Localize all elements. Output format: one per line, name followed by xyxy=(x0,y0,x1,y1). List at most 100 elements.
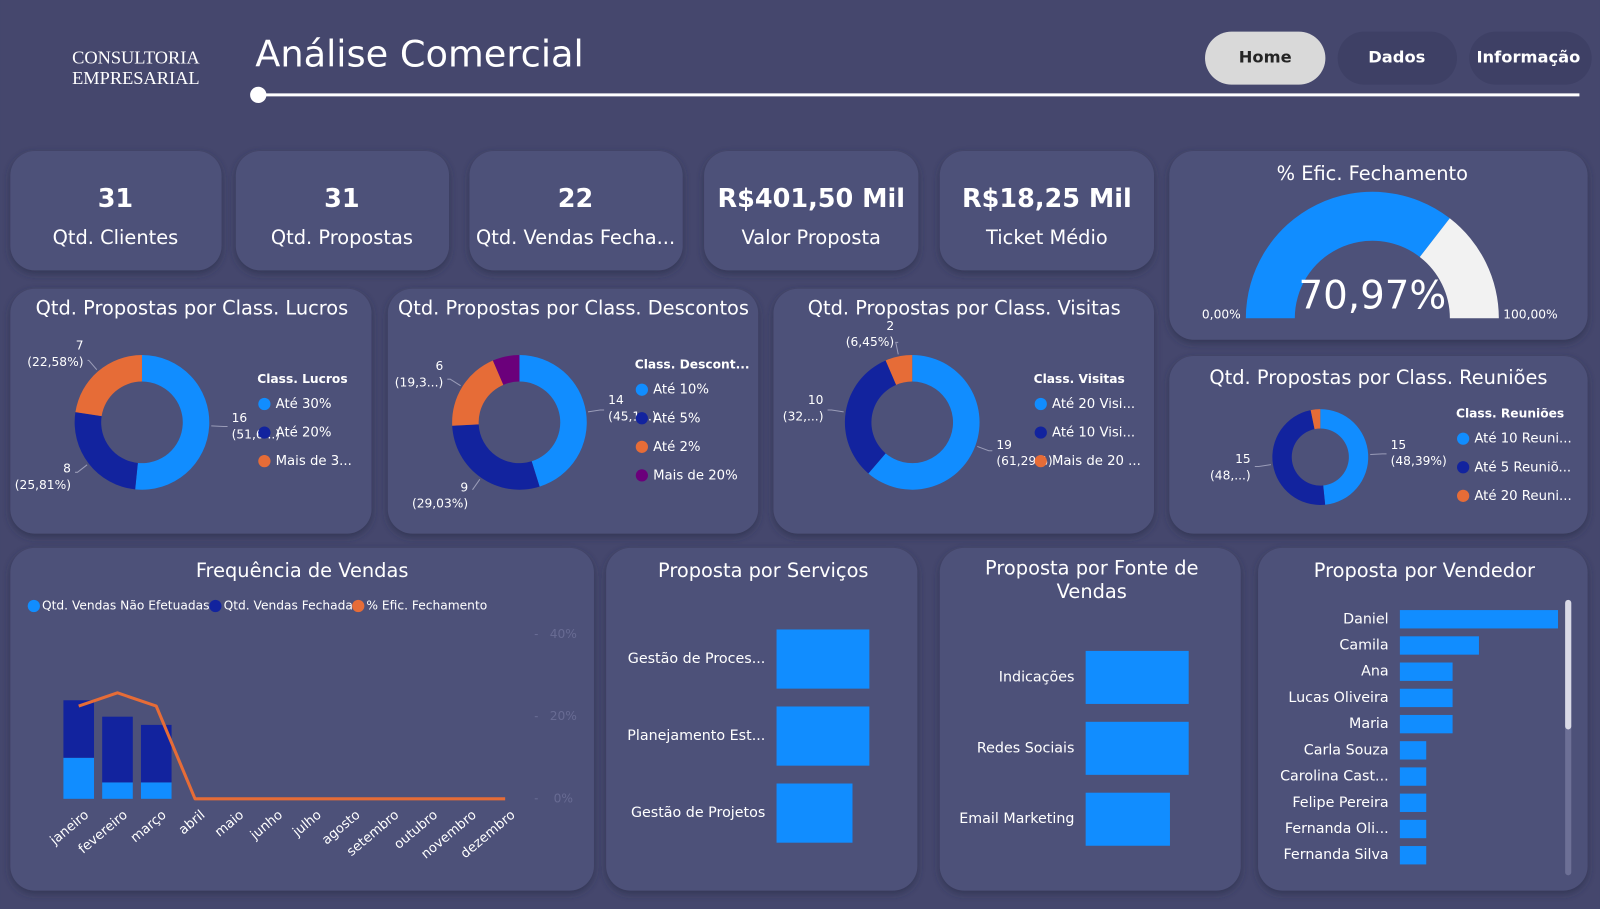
page-title: Análise Comercial xyxy=(255,33,584,76)
bar xyxy=(776,783,853,843)
bar xyxy=(776,629,870,689)
legend-title: Class. Descont... xyxy=(635,358,750,372)
kpi-value: 22 xyxy=(558,184,594,214)
percent-label: (32,...) xyxy=(783,409,824,423)
percent-label: (48,...) xyxy=(1210,468,1251,482)
data-label: 14 xyxy=(608,393,624,407)
kpi-value: 31 xyxy=(98,184,134,214)
y-tick-label: Indicações xyxy=(999,669,1075,685)
y2-tick-label: 40% xyxy=(550,627,577,641)
legend-title: Class. Lucros xyxy=(257,372,347,386)
y-tick-label: Planejamento Est... xyxy=(627,728,765,744)
logo-line: CONSULTORIA xyxy=(72,47,200,67)
donut-slice xyxy=(519,355,587,487)
legend-marker xyxy=(27,599,40,613)
y-tick-label: Felipe Pereira xyxy=(1292,795,1388,811)
line-series xyxy=(78,691,506,801)
percent-label: (19,3...) xyxy=(395,376,443,390)
bar-segment xyxy=(63,700,95,758)
legend-marker xyxy=(635,440,648,453)
legend-marker xyxy=(1034,455,1047,468)
y-tick-label: Gestão de Proces... xyxy=(628,651,766,667)
bar-segment xyxy=(140,782,172,799)
data-label: 9 xyxy=(460,480,468,494)
data-label: 15 xyxy=(1391,438,1407,452)
leader-line xyxy=(1370,453,1387,456)
bar xyxy=(1399,714,1453,734)
nav-button[interactable] xyxy=(1205,31,1326,85)
percent-label: (25,81%) xyxy=(15,478,71,492)
title-dot xyxy=(250,86,267,104)
gauge-range-label: 100,00% xyxy=(1503,308,1557,322)
percent-label: (48,39%) xyxy=(1391,454,1447,468)
percent-label: (6,45%) xyxy=(846,335,894,349)
legend-label: Até 30% xyxy=(276,396,332,412)
bar xyxy=(1085,792,1170,846)
nav-label[interactable]: Home xyxy=(1239,48,1292,67)
percent-label: (45,1...) xyxy=(608,409,656,423)
legend-label: Qtd. Vendas Fechada xyxy=(224,599,353,613)
bar xyxy=(1399,819,1427,839)
gauge-range-label: 0,00% xyxy=(1202,308,1241,322)
legend-label: Até 10 Reuni... xyxy=(1474,431,1571,447)
nav-button[interactable] xyxy=(1469,31,1592,85)
y-tick-label: Fernanda Silva xyxy=(1284,847,1389,863)
kpi-label: Ticket Médio xyxy=(985,226,1108,249)
bar xyxy=(1399,767,1427,786)
donut-slice xyxy=(75,355,142,417)
donut-slice xyxy=(1310,409,1321,430)
percent-label: (51,6...) xyxy=(232,428,280,442)
leader-line xyxy=(87,359,98,371)
y-tick-label: Redes Sociais xyxy=(977,740,1075,756)
legend-label: Até 5% xyxy=(653,410,700,426)
bar xyxy=(1399,741,1427,760)
data-label: 10 xyxy=(808,393,824,407)
bar xyxy=(1085,721,1189,775)
data-label: 2 xyxy=(886,319,894,333)
legend-marker xyxy=(635,412,648,425)
donut-slice xyxy=(135,355,210,490)
legend-marker xyxy=(258,426,271,439)
chart-title: Proposta por Serviços xyxy=(658,559,869,582)
scrollbar-thumb[interactable] xyxy=(1565,599,1572,730)
donut-slice xyxy=(868,355,980,490)
gauge-value xyxy=(1245,191,1450,319)
leader-line xyxy=(211,425,228,428)
y-tick-label: Ana xyxy=(1361,664,1389,680)
y-tick-label: Lucas Oliveira xyxy=(1288,690,1388,706)
kpi-card xyxy=(469,150,683,271)
legend-label: Até 2% xyxy=(653,439,700,455)
leader-line xyxy=(977,445,993,452)
bar xyxy=(1399,793,1427,812)
legend-marker xyxy=(258,455,271,468)
legend-label: Qtd. Vendas Não Efetuadas xyxy=(42,599,209,613)
kpi-label: Valor Proposta xyxy=(742,226,881,249)
gauge-value-label: 70,97% xyxy=(1298,273,1446,318)
leader-line xyxy=(472,479,481,490)
donut-slice xyxy=(492,355,520,385)
bar xyxy=(1399,688,1453,708)
y2-tick-label: 0% xyxy=(554,791,573,805)
bar xyxy=(1399,610,1559,629)
y-tick-label: Carolina Cast... xyxy=(1280,769,1389,785)
donut-slice xyxy=(1320,409,1369,505)
legend-title: Class. Reuniões xyxy=(1456,407,1564,421)
legend-marker xyxy=(1457,461,1470,474)
legend-marker xyxy=(1457,432,1470,445)
kpi-label: Qtd. Vendas Fecha... xyxy=(476,226,675,249)
legend-label: Até 20 Reuni... xyxy=(1474,488,1571,504)
logo-line: EMPRESARIAL xyxy=(72,68,200,88)
bar xyxy=(1399,846,1427,865)
chart-title: Proposta por Vendedor xyxy=(1314,559,1535,582)
bar xyxy=(776,706,870,766)
chart-card xyxy=(1169,356,1588,534)
nav-label[interactable]: Dados xyxy=(1368,48,1425,67)
legend-marker xyxy=(635,469,648,482)
bar-segment xyxy=(63,757,95,799)
chart-card xyxy=(606,547,918,891)
nav-button[interactable] xyxy=(1337,31,1458,85)
leader-line xyxy=(447,378,461,387)
donut-slice xyxy=(452,424,540,490)
nav-label[interactable]: Informação xyxy=(1476,48,1580,67)
y-tick-label: Carla Souza xyxy=(1304,742,1389,758)
